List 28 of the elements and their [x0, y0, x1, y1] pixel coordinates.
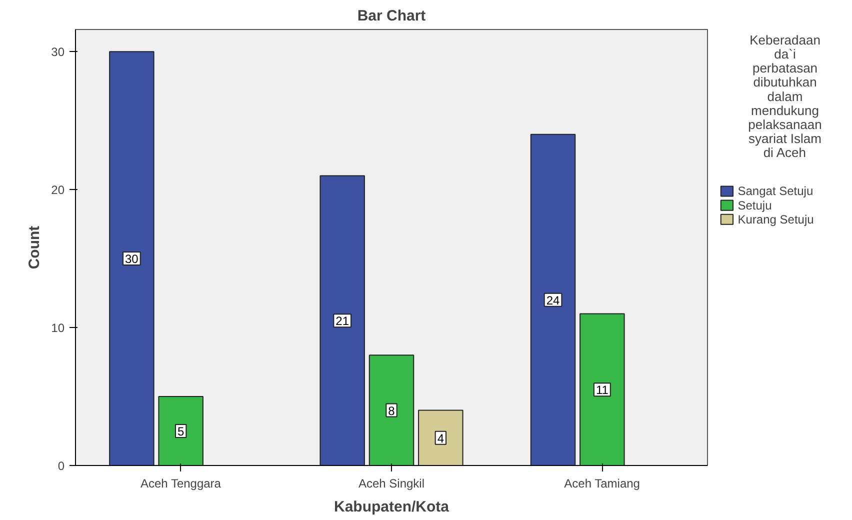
- bar: [580, 313, 625, 466]
- bar: [530, 134, 576, 466]
- data-label: 30: [125, 252, 139, 266]
- x-tick-label: Aceh Tamiang: [564, 476, 640, 490]
- y-tick-label: 30: [51, 45, 65, 60]
- y-tick-label: 10: [51, 321, 65, 336]
- x-tick-label: Aceh Tenggara: [140, 476, 222, 490]
- x-tick-label: Aceh Singkil: [358, 476, 425, 490]
- chart-title: Bar Chart: [357, 8, 426, 24]
- bar: [418, 410, 464, 466]
- y-axis-title: Count: [26, 226, 44, 270]
- legend-label: Setuju: [738, 198, 772, 212]
- bar: [320, 175, 365, 466]
- bar: [368, 354, 414, 466]
- data-label: 5: [177, 424, 184, 439]
- data-label: 24: [546, 293, 560, 308]
- data-label: 11: [596, 383, 609, 398]
- data-label: 8: [388, 404, 396, 418]
- legend-label: Kurang Setuju: [738, 212, 814, 226]
- data-label: 4: [437, 431, 444, 446]
- legend-label: Sangat Setuju: [738, 184, 814, 198]
- y-tick-label: 20: [51, 183, 65, 198]
- text: Keberadaan da`i perbatasan dibutuhkan dalam mendukung pelaksanaan syariat Islam di Aceh: [748, 32, 822, 160]
- bar: [158, 396, 204, 466]
- data-label: 21: [336, 314, 350, 328]
- x-axis-title: Kabupaten/Kota: [334, 498, 450, 516]
- y-tick-label: 0: [58, 459, 65, 473]
- bar: [109, 51, 154, 466]
